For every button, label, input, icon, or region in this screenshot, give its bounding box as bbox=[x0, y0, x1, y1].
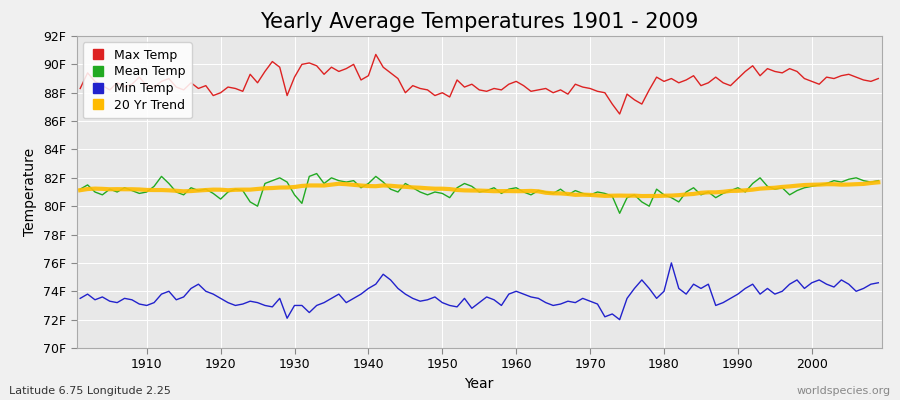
Legend: Max Temp, Mean Temp, Min Temp, 20 Yr Trend: Max Temp, Mean Temp, Min Temp, 20 Yr Tre… bbox=[83, 42, 192, 118]
Y-axis label: Temperature: Temperature bbox=[23, 148, 38, 236]
Title: Yearly Average Temperatures 1901 - 2009: Yearly Average Temperatures 1901 - 2009 bbox=[260, 12, 698, 32]
X-axis label: Year: Year bbox=[464, 377, 494, 391]
Text: worldspecies.org: worldspecies.org bbox=[796, 386, 891, 396]
Text: Latitude 6.75 Longitude 2.25: Latitude 6.75 Longitude 2.25 bbox=[9, 386, 171, 396]
